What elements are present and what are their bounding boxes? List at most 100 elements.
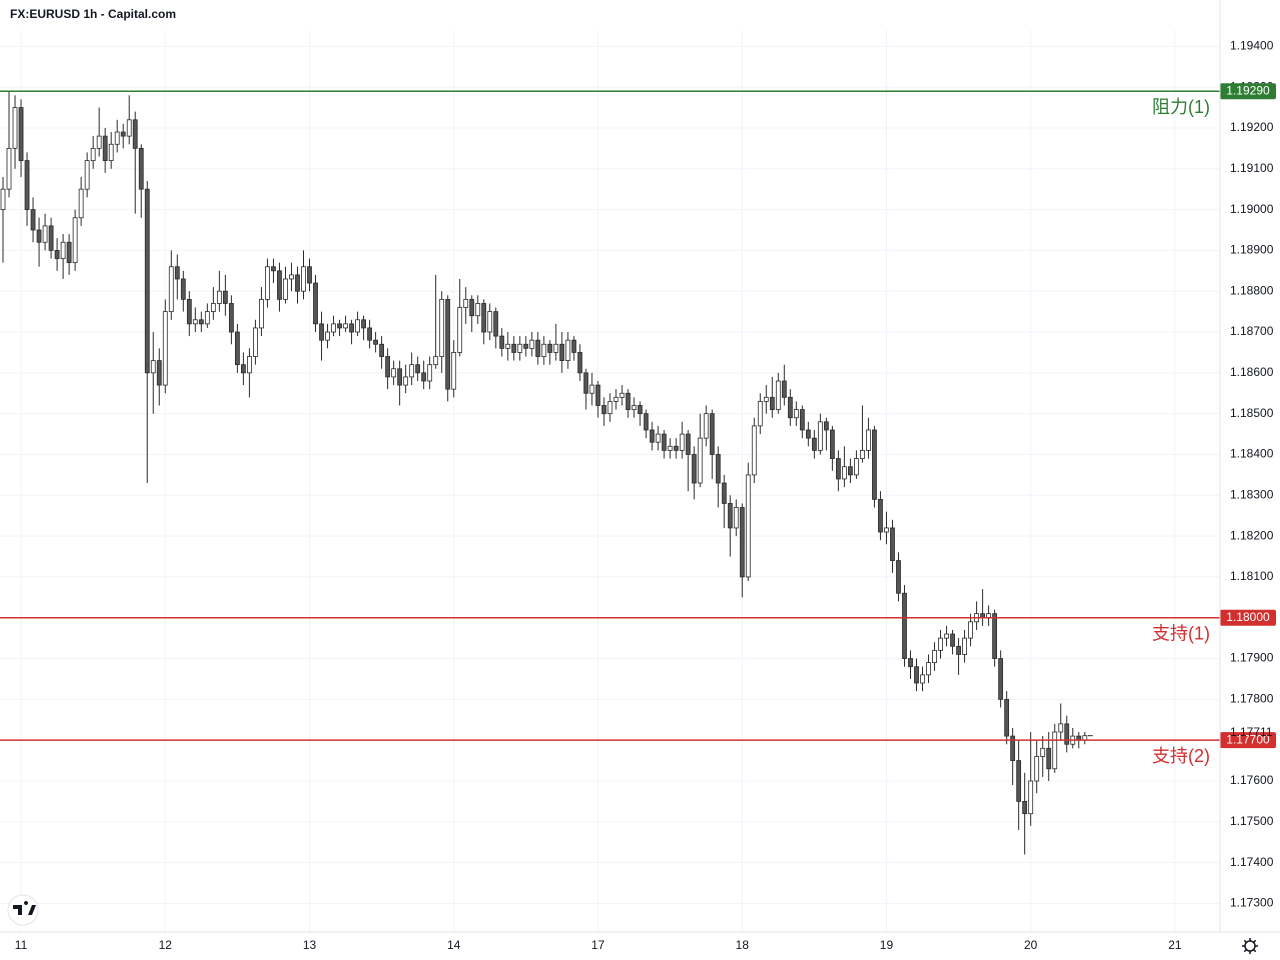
y-tick-label: 1.17800 xyxy=(1230,692,1274,706)
candle-body xyxy=(12,107,18,149)
level-price-tag xyxy=(1220,83,1276,100)
candle-body xyxy=(631,405,637,410)
candle-body xyxy=(950,633,955,647)
candle-body xyxy=(577,352,583,374)
level-price-label: 1.18000 xyxy=(1226,610,1270,624)
candle-body xyxy=(547,343,553,353)
y-tick-label: 1.17300 xyxy=(1230,896,1274,910)
y-tick-label: 1.19200 xyxy=(1230,120,1274,134)
candle-body xyxy=(649,429,655,443)
candle-body xyxy=(240,364,246,374)
candle-body xyxy=(216,290,222,304)
candle-body xyxy=(847,466,853,476)
candle-body xyxy=(174,266,180,280)
candle-body xyxy=(156,360,162,386)
candle-body xyxy=(835,458,841,480)
chart-title: FX:EURUSD 1h - Capital.com xyxy=(10,7,176,21)
candle-body xyxy=(1064,723,1070,745)
candle-body xyxy=(625,392,631,410)
candle-body xyxy=(541,343,547,357)
candle-body xyxy=(673,445,679,451)
candle-body xyxy=(878,498,883,533)
candle-body xyxy=(781,380,787,398)
candle-body xyxy=(811,437,817,451)
candle-body xyxy=(343,323,348,329)
candle-body xyxy=(132,119,138,149)
y-tick-label: 1.17600 xyxy=(1230,773,1274,787)
candle-body xyxy=(253,327,258,357)
candle-body xyxy=(247,356,252,374)
level-name: 阻力(1) xyxy=(1152,97,1210,117)
candle-body xyxy=(511,343,517,353)
y-tick-label: 1.17900 xyxy=(1230,651,1274,665)
tv-logo[interactable] xyxy=(7,894,39,926)
candle-body xyxy=(114,131,120,145)
candle-body xyxy=(457,307,463,353)
candle-body xyxy=(228,303,234,333)
candle-body xyxy=(144,188,150,374)
candle-body xyxy=(823,421,829,431)
candle-body xyxy=(445,298,451,390)
candle-body xyxy=(757,401,763,427)
gear-teeth xyxy=(1242,938,1258,954)
candle-body xyxy=(192,319,198,325)
candle-body xyxy=(553,343,559,353)
candle-body xyxy=(998,658,1004,700)
candle-body xyxy=(679,433,685,451)
candle-body xyxy=(739,507,745,578)
candle-body xyxy=(637,405,643,415)
candle-body xyxy=(697,437,703,484)
candle-body xyxy=(337,323,342,329)
candle-body xyxy=(96,135,102,149)
candle-body xyxy=(301,266,306,292)
candle-body xyxy=(487,311,493,333)
candle-body xyxy=(655,433,661,443)
candle-body xyxy=(860,449,865,459)
candle-body xyxy=(613,396,619,402)
x-tick-label: 21 xyxy=(1168,938,1182,952)
candle-body xyxy=(805,429,811,439)
candle-body xyxy=(763,396,769,402)
candle-body xyxy=(180,278,186,300)
candle-body xyxy=(854,458,859,476)
y-tick-label: 1.17400 xyxy=(1230,855,1274,869)
logo-mark xyxy=(13,901,36,915)
candle-body xyxy=(403,376,409,386)
candle-body xyxy=(349,323,354,333)
candle-body xyxy=(427,364,433,382)
x-tick-label: 17 xyxy=(591,938,605,952)
candle-body xyxy=(866,429,871,451)
candle-body xyxy=(409,364,415,378)
candle-body xyxy=(715,454,721,484)
level-price-tag xyxy=(1220,732,1276,749)
candle-body xyxy=(355,319,360,333)
settings-gear[interactable] xyxy=(1242,938,1258,954)
candle-body xyxy=(565,339,571,361)
candle-body xyxy=(313,282,318,325)
candle-body xyxy=(361,319,366,329)
candle-body xyxy=(78,188,84,219)
candle-body xyxy=(902,592,907,659)
candle-body xyxy=(210,303,216,313)
candle-body xyxy=(469,298,475,317)
candle-body xyxy=(1016,760,1022,802)
candle-body xyxy=(108,143,114,162)
candle-body xyxy=(42,225,48,243)
y-tick-label: 1.18700 xyxy=(1230,324,1274,338)
candle-body xyxy=(1022,800,1028,815)
y-tick-label: 1.18800 xyxy=(1230,283,1274,297)
candle-body xyxy=(265,266,270,300)
candle-body xyxy=(421,372,427,382)
candle-body xyxy=(289,274,294,280)
candle-body xyxy=(908,658,913,668)
x-tick-label: 20 xyxy=(1024,938,1038,952)
candle-body xyxy=(1004,698,1010,737)
candle-body xyxy=(319,323,324,341)
candle-body xyxy=(733,507,739,529)
candle-body xyxy=(529,339,535,349)
x-tick-label: 13 xyxy=(303,938,317,952)
candle-body xyxy=(433,356,439,366)
y-tick-label: 1.18300 xyxy=(1230,487,1274,501)
candle-body xyxy=(24,160,30,210)
